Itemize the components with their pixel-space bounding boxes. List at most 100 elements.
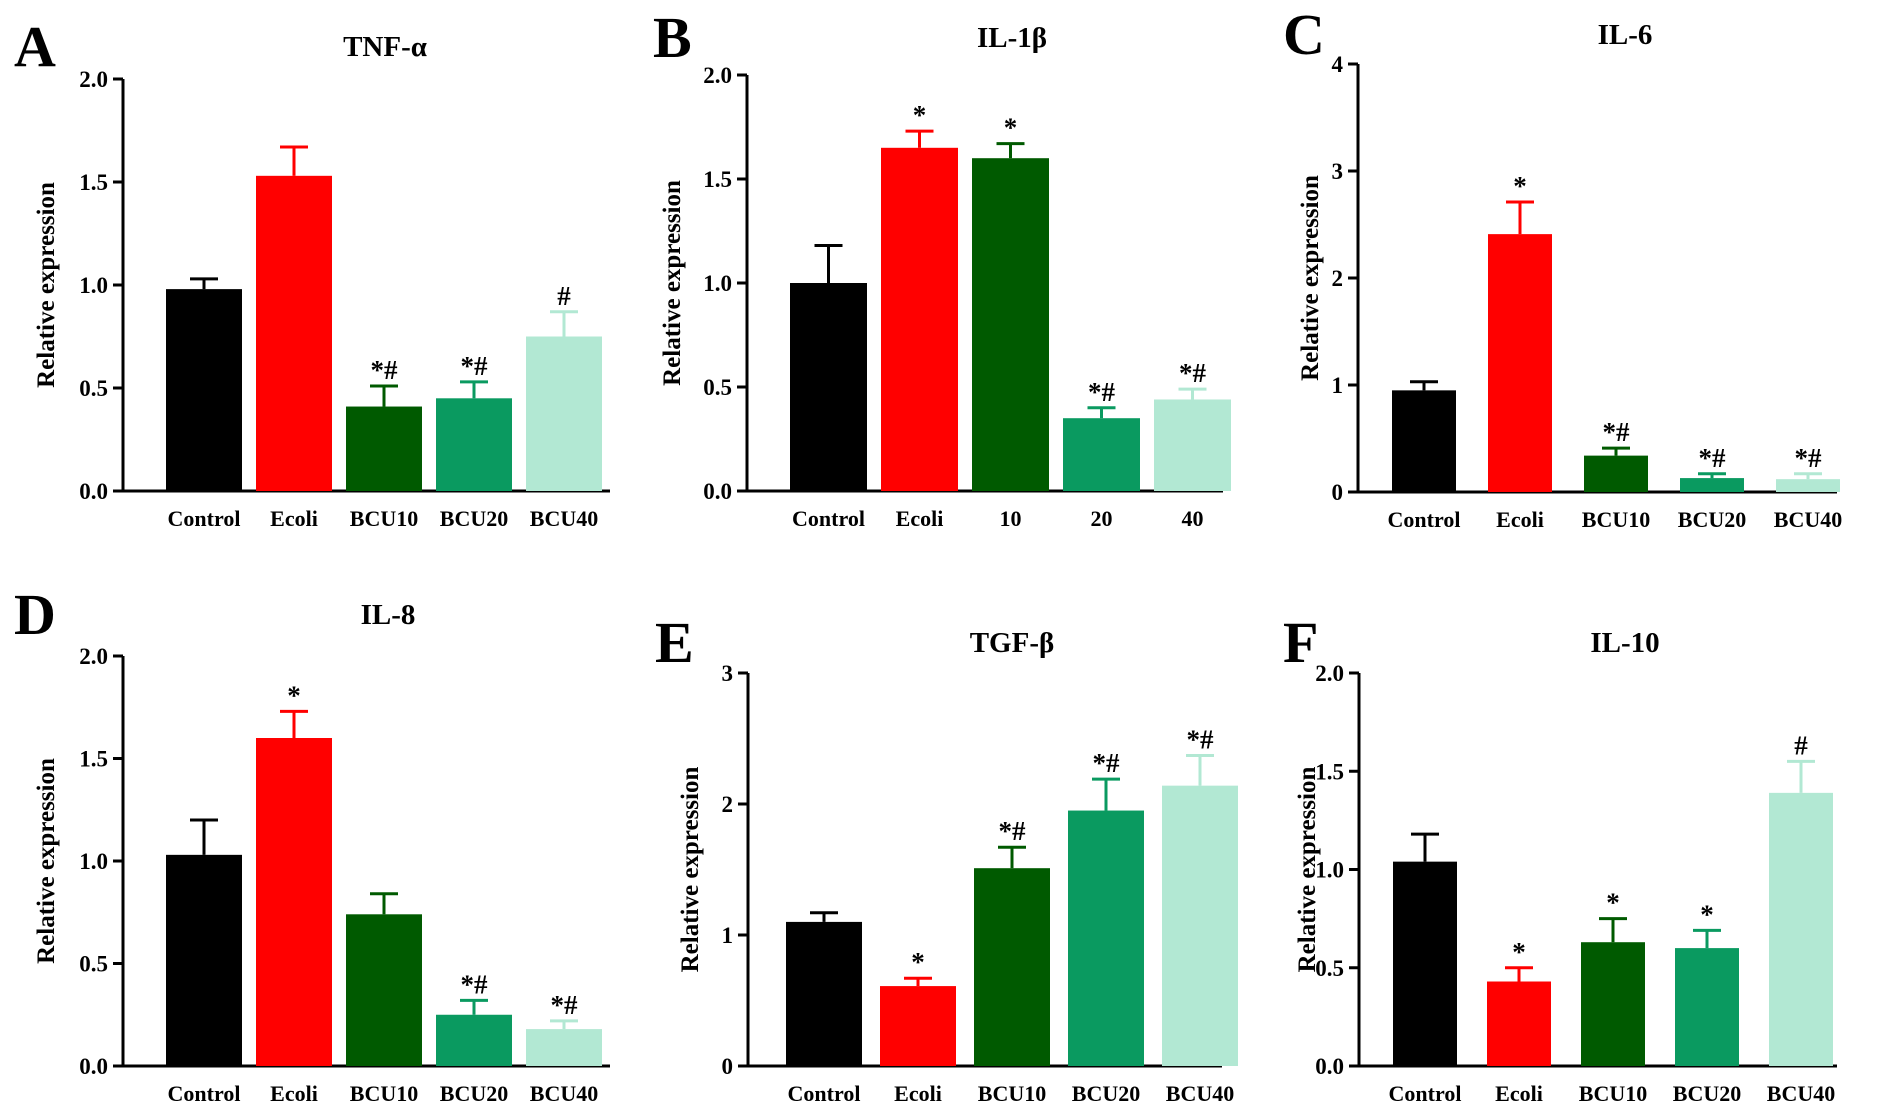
panel-a-bar (436, 398, 512, 491)
panel-d-bar (526, 1029, 602, 1066)
panel-d-ytick-label: 1.0 (79, 849, 108, 874)
panel-f-annotation: * (1606, 888, 1620, 918)
panel-f-ytick-label: 2.0 (1315, 661, 1344, 686)
panel-c-ylabel: Relative expression (1297, 175, 1324, 381)
panel-b-xtick-label: Ecoli (896, 506, 944, 531)
panel-f-title: IL-10 (1590, 627, 1659, 659)
panel-f-letter: F (1283, 610, 1318, 675)
panel-a-ytick-label: 1.5 (79, 170, 108, 195)
panel-d-xtick-label: BCU10 (350, 1081, 418, 1106)
panel-d-annotation: * (287, 680, 301, 710)
panel-a-bar (346, 406, 422, 491)
panel-b-title: IL-1β (977, 22, 1047, 54)
panel-d-bar (256, 738, 332, 1066)
panel-f-xtick-label: BCU40 (1767, 1081, 1835, 1106)
panel-a-annotation: # (557, 281, 571, 311)
panel-f-ytick-label: 1.0 (1315, 858, 1344, 883)
panel-e-bar (974, 868, 1050, 1066)
panel-b-ytick-label: 2.0 (703, 63, 732, 88)
panel-c-xtick-label: BCU10 (1582, 507, 1650, 532)
panel-c-ytick-label: 1 (1332, 373, 1344, 398)
panel-c-bar (1680, 478, 1744, 492)
panel-f-xtick-label: BCU20 (1673, 1081, 1741, 1106)
panel-b-ytick-label: 0.5 (703, 375, 732, 400)
panel-b-annotation: *# (1179, 358, 1207, 388)
panel-b-annotation: * (913, 100, 927, 130)
panel-d-xtick-label: BCU40 (530, 1081, 598, 1106)
panel-f-ytick-label: 0.5 (1315, 956, 1344, 981)
panel-f-ytick-label: 1.5 (1315, 759, 1344, 784)
panel-b-ytick-label: 1.5 (703, 167, 732, 192)
panel-f-ytick-label: 0.0 (1315, 1054, 1344, 1079)
panel-f-annotation: # (1794, 730, 1808, 760)
panel-c-xtick-label: BCU40 (1774, 507, 1842, 532)
panel-c-xtick-label: BCU20 (1678, 507, 1746, 532)
panel-a-xtick-label: BCU40 (530, 506, 598, 531)
panel-c-title: IL-6 (1598, 19, 1653, 51)
panel-c-bar (1392, 390, 1456, 492)
panel-e-ytick-label: 1 (722, 923, 734, 948)
panel-a-ytick-label: 0.5 (79, 376, 108, 401)
panel-b-bar (790, 283, 867, 491)
panel-c-xtick-label: Control (1388, 507, 1461, 532)
panel-a-bar (526, 336, 602, 491)
panel-d-xtick-label: Control (168, 1081, 241, 1106)
panel-c-xtick-label: Ecoli (1496, 507, 1544, 532)
panel-f-annotation: * (1512, 937, 1526, 967)
panel-f-bar (1769, 792, 1833, 1066)
panel-b-xtick-label: Control (792, 506, 865, 531)
panel-f-bar (1581, 942, 1645, 1066)
panel-b-ytick-label: 0.0 (703, 479, 732, 504)
panel-e-letter: E (655, 610, 694, 675)
panel-e-xtick-label: Ecoli (894, 1081, 942, 1106)
panel-e-bar (1068, 810, 1144, 1066)
panel-a-bar (166, 289, 242, 491)
panel-b-ytick-label: 1.0 (703, 271, 732, 296)
panel-e-bar (1162, 785, 1238, 1066)
panel-b-xtick-label: 20 (1091, 506, 1113, 531)
panel-d-ytick-label: 0.0 (79, 1054, 108, 1079)
panel-d-ytick-label: 1.5 (79, 747, 108, 772)
panel-b-bar (972, 158, 1049, 491)
panel-d-annotation: *# (461, 969, 489, 999)
panel-a-ytick-label: 2.0 (79, 67, 108, 92)
panel-b-letter: B (653, 5, 692, 70)
panel-d-title: IL-8 (361, 599, 416, 631)
panel-e-bar (786, 921, 862, 1066)
panel-f-xtick-label: Ecoli (1495, 1081, 1543, 1106)
panel-e-title: TGF-β (970, 627, 1055, 659)
panel-f-bar (1675, 948, 1739, 1066)
panel-c-ytick-label: 4 (1332, 52, 1344, 77)
panel-e-annotation: *# (1187, 725, 1215, 755)
panel-e-xtick-label: BCU40 (1166, 1081, 1234, 1106)
panel-f-ylabel: Relative expression (1294, 767, 1321, 973)
panel-f-bar (1487, 981, 1551, 1066)
panel-d-letter: D (14, 582, 56, 647)
panel-b-bar (881, 147, 958, 492)
panel-c-ytick-label: 2 (1332, 266, 1344, 291)
panel-b-xtick-label: 40 (1182, 506, 1204, 531)
panel-a-letter: A (14, 14, 56, 79)
panel-c-letter: C (1283, 2, 1325, 67)
panel-a-bar (256, 175, 332, 491)
panel-e-bar (880, 986, 956, 1066)
panel-b-annotation: *# (1088, 377, 1116, 407)
panel-e-ytick-label: 3 (722, 661, 734, 686)
panel-c-annotation: *# (1699, 443, 1727, 473)
panel-d-ytick-label: 2.0 (79, 644, 108, 669)
panel-b-ylabel: Relative expression (659, 180, 686, 386)
panel-d-annotation: *# (551, 990, 579, 1020)
panel-c-ytick-label: 0 (1332, 480, 1344, 505)
panel-a-xtick-label: Ecoli (270, 506, 318, 531)
panel-c-annotation: *# (1603, 417, 1631, 447)
panel-d-bar (346, 914, 422, 1066)
panel-b-bar (1154, 399, 1231, 491)
panel-c-annotation: * (1513, 171, 1527, 201)
panel-d-ytick-label: 0.5 (79, 952, 108, 977)
panel-d-xtick-label: Ecoli (270, 1081, 318, 1106)
panel-c-bar (1488, 234, 1552, 492)
panel-d-bar (166, 854, 242, 1066)
panel-d-ylabel: Relative expression (33, 758, 60, 964)
panel-e-xtick-label: BCU20 (1072, 1081, 1140, 1106)
